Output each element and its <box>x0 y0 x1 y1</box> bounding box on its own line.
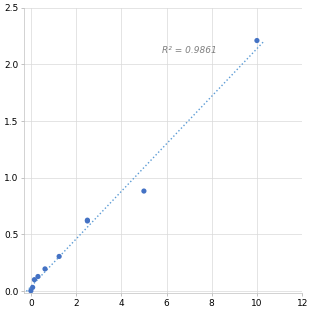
Point <box>32 277 37 282</box>
Point <box>141 188 146 193</box>
Point <box>30 285 35 290</box>
Point <box>85 218 90 223</box>
Text: R² = 0.9861: R² = 0.9861 <box>162 46 217 55</box>
Point <box>42 266 47 271</box>
Point <box>57 254 62 259</box>
Point <box>255 38 260 43</box>
Point <box>36 274 41 279</box>
Point <box>28 288 33 293</box>
Point <box>85 218 90 223</box>
